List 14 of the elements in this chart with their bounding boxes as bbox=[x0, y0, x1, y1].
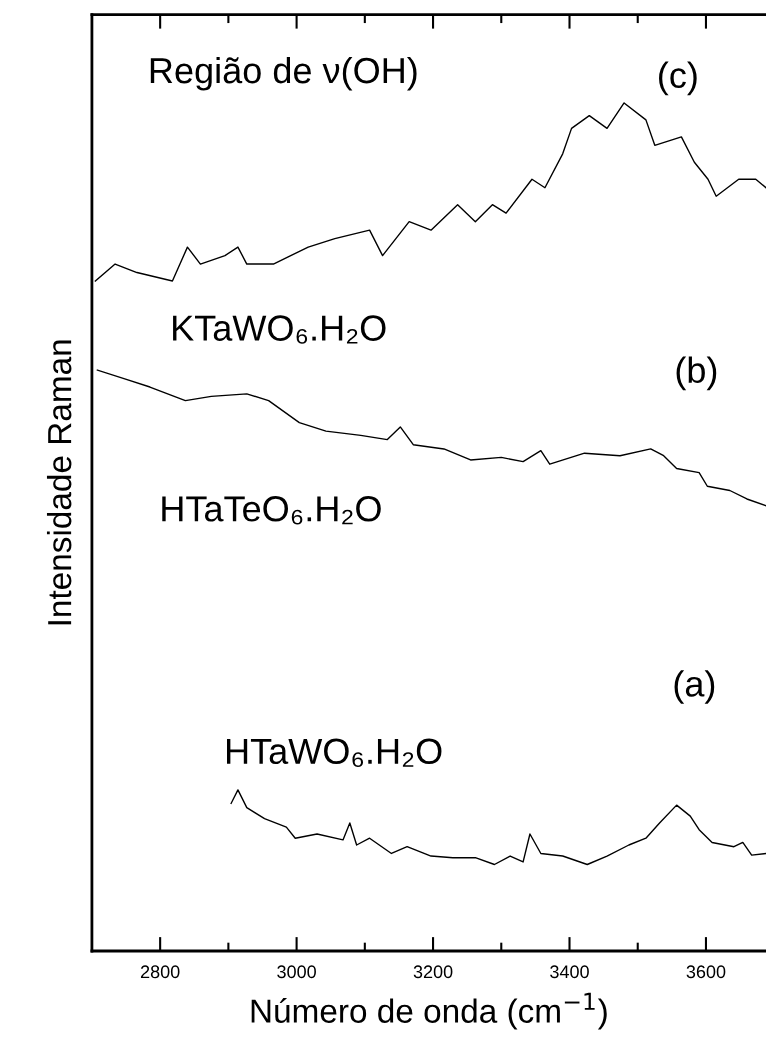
x-tick-label: 3000 bbox=[277, 965, 316, 979]
x-tick-label: 3400 bbox=[550, 965, 589, 979]
annotation: KTaWO₆.H₂O bbox=[173, 315, 386, 344]
y-axis-title: Intensidade Raman bbox=[46, 340, 72, 625]
annotation: HTaTeO₆.H₂O bbox=[162, 496, 381, 525]
x-axis-title: Número de onda (cm$^{−1}$) bbox=[251, 992, 607, 1030]
annotation: (b) bbox=[676, 356, 717, 391]
x-tick-label: 3600 bbox=[686, 965, 726, 979]
text: (c) bbox=[659, 61, 697, 96]
annotation: (a) bbox=[674, 670, 715, 704]
x-tick-label: 3200 bbox=[413, 965, 453, 979]
x-tick-label: 2800 bbox=[140, 965, 180, 979]
annotation: HTaWO₆.H₂O bbox=[227, 738, 442, 768]
text: Região de ν(OH) bbox=[150, 56, 417, 91]
